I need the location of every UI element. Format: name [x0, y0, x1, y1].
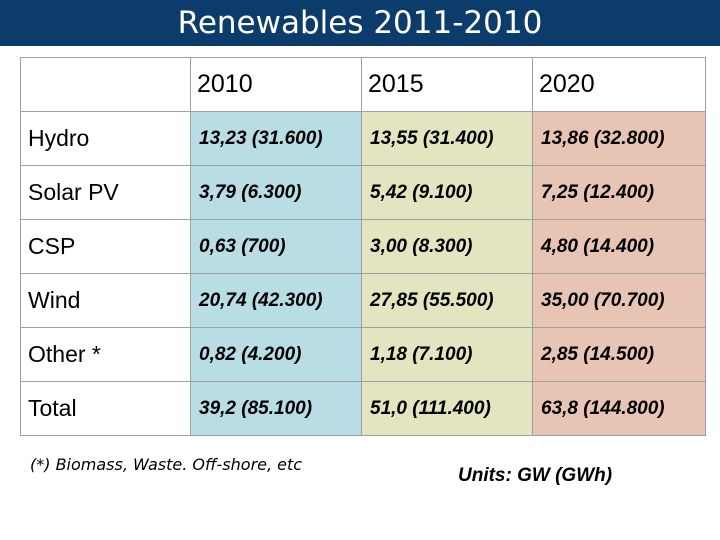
- cell-solar-pv-2015: 5,42 (9.100): [361, 165, 533, 220]
- cell-total-2010: 39,2 (85.100): [190, 381, 362, 436]
- footnote: (*) Biomass, Waste. Off-shore, etc: [30, 455, 303, 474]
- cell-total-2020: 63,8 (144.800): [532, 381, 706, 436]
- cell-wind-2020: 35,00 (70.700): [532, 273, 706, 328]
- row-label-hydro: Hydro: [20, 111, 191, 166]
- cell-hydro-2020: 13,86 (32.800): [532, 111, 706, 166]
- cell-csp-2020: 4,80 (14.400): [532, 219, 706, 274]
- table-header-row: 2010 2015 2020: [20, 57, 706, 112]
- header-cell-2010: 2010: [190, 57, 362, 112]
- cell-other-2020: 2,85 (14.500): [532, 327, 706, 382]
- cell-hydro-2015: 13,55 (31.400): [361, 111, 533, 166]
- row-label-csp: CSP: [20, 219, 191, 274]
- cell-solar-pv-2020: 7,25 (12.400): [532, 165, 706, 220]
- title-bar: Renewables 2011-2010: [0, 0, 720, 46]
- cell-csp-2010: 0,63 (700): [190, 219, 362, 274]
- table-row: Wind 20,74 (42.300) 27,85 (55.500) 35,00…: [20, 273, 706, 328]
- cell-total-2015: 51,0 (111.400): [361, 381, 533, 436]
- page-title: Renewables 2011-2010: [177, 5, 543, 41]
- cell-other-2015: 1,18 (7.100): [361, 327, 533, 382]
- row-label-solar-pv: Solar PV: [20, 165, 191, 220]
- table-row: Hydro 13,23 (31.600) 13,55 (31.400) 13,8…: [20, 111, 706, 166]
- cell-wind-2010: 20,74 (42.300): [190, 273, 362, 328]
- header-cell-empty: [20, 57, 191, 112]
- renewables-table: 2010 2015 2020 Hydro 13,23 (31.600) 13,5…: [20, 57, 706, 436]
- cell-other-2010: 0,82 (4.200): [190, 327, 362, 382]
- header-cell-2015: 2015: [361, 57, 533, 112]
- cell-wind-2015: 27,85 (55.500): [361, 273, 533, 328]
- table-row: Solar PV 3,79 (6.300) 5,42 (9.100) 7,25 …: [20, 165, 706, 220]
- cell-solar-pv-2010: 3,79 (6.300): [190, 165, 362, 220]
- header-cell-2020: 2020: [532, 57, 706, 112]
- row-label-total: Total: [20, 381, 191, 436]
- table-row: Other * 0,82 (4.200) 1,18 (7.100) 2,85 (…: [20, 327, 706, 382]
- units-label: Units: GW (GWh): [458, 465, 613, 486]
- row-label-wind: Wind: [20, 273, 191, 328]
- table-row: CSP 0,63 (700) 3,00 (8.300) 4,80 (14.400…: [20, 219, 706, 274]
- cell-csp-2015: 3,00 (8.300): [361, 219, 533, 274]
- table-row: Total 39,2 (85.100) 51,0 (111.400) 63,8 …: [20, 381, 706, 436]
- row-label-other: Other *: [20, 327, 191, 382]
- cell-hydro-2010: 13,23 (31.600): [190, 111, 362, 166]
